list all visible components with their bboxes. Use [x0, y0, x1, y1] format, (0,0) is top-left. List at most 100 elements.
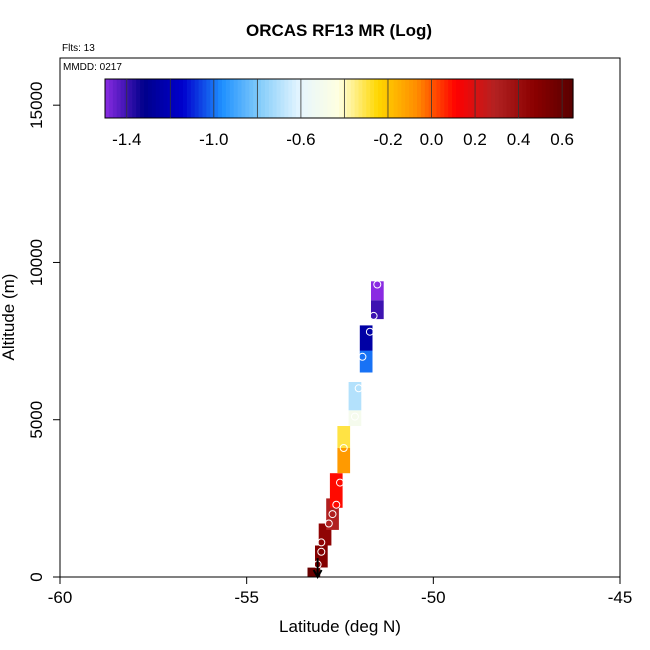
colorbar-swatch: [463, 79, 469, 118]
colorbar-swatch: [300, 79, 305, 118]
colorbar-swatch: [432, 79, 438, 118]
colorbar-swatch: [186, 79, 192, 118]
colorbar-swatch: [483, 79, 488, 118]
profile-segment: [371, 281, 384, 301]
colorbar-swatch: [175, 79, 180, 118]
colorbar-swatch: [257, 79, 262, 118]
x-tick-label: -50: [421, 588, 446, 607]
colorbar-swatch: [132, 79, 137, 118]
colorbar: [104, 78, 574, 119]
colorbar-swatch: [397, 79, 402, 118]
colorbar-swatch: [280, 79, 285, 118]
colorbar-swatch: [444, 79, 449, 118]
colorbar-swatch: [389, 79, 395, 118]
colorbar-swatch: [147, 79, 153, 118]
colorbar-swatch: [151, 79, 157, 118]
colorbar-swatch: [296, 79, 301, 118]
colorbar-swatch: [319, 79, 324, 118]
colorbar-swatch: [198, 79, 204, 118]
colorbar-swatch: [264, 79, 270, 118]
data-point: [373, 280, 382, 289]
colorbar-tick-label: -1.4: [112, 130, 141, 149]
colorbar-swatch: [128, 79, 133, 118]
colorbar-swatch: [342, 79, 348, 118]
colorbar-swatch: [167, 79, 172, 118]
colorbar-swatch: [557, 79, 562, 118]
colorbar-swatch: [401, 79, 406, 118]
colorbar-swatch: [183, 79, 188, 118]
colorbar-swatch: [487, 79, 492, 118]
colorbar-swatch: [116, 79, 122, 118]
colorbar-tick-label: 0.0: [420, 130, 444, 149]
colorbar-swatch: [436, 79, 441, 118]
colorbar-swatch: [159, 79, 165, 118]
colorbar-swatch: [467, 79, 473, 118]
colorbar-swatch: [420, 79, 426, 118]
colorbar-swatch: [459, 79, 465, 118]
data-point: [358, 352, 367, 361]
colorbar-swatch: [136, 79, 141, 118]
colorbar-swatch: [233, 79, 239, 118]
colorbar-swatch: [112, 79, 118, 118]
data-point: [317, 547, 326, 556]
profile-segment: [348, 382, 362, 411]
data-point: [350, 412, 359, 421]
colorbar-swatch: [288, 79, 293, 118]
colorbar-swatch: [378, 79, 383, 118]
x-axis-label: Latitude (deg N): [279, 617, 401, 636]
x-tick-label: -60: [48, 588, 73, 607]
colorbar-swatch: [417, 79, 422, 118]
colorbar-swatch: [495, 79, 500, 118]
colorbar-tick-label: -0.6: [286, 130, 315, 149]
colorbar-swatch: [561, 79, 566, 118]
colorbar-swatch: [229, 79, 235, 118]
colorbar-tick-label: 0.4: [507, 130, 531, 149]
colorbar-tick-label: 0.2: [463, 130, 487, 149]
colorbar-swatch: [362, 79, 367, 118]
colorbar-swatch: [206, 79, 211, 118]
colorbar-swatch: [350, 79, 356, 118]
colorbar-swatch: [276, 79, 282, 118]
colorbar-swatch: [409, 79, 414, 118]
colorbar-swatch: [210, 79, 215, 118]
colorbar-swatch: [179, 79, 184, 118]
colorbar-swatch: [272, 79, 278, 118]
profile-segment: [337, 448, 351, 474]
colorbar-swatch: [522, 79, 527, 118]
colorbar-swatch: [331, 79, 336, 118]
colorbar-swatch: [518, 79, 523, 118]
colorbar-swatch: [335, 79, 340, 118]
profile-segment: [359, 350, 373, 373]
colorbar-swatch: [393, 79, 399, 118]
colorbar-swatch: [218, 79, 223, 118]
profile-segment: [329, 473, 343, 508]
colorbar-swatch: [534, 79, 539, 118]
colorbar-ticks: -1.4 -1.0 -0.6 -0.2 0.0 0.2 0.4 0.6: [112, 130, 574, 149]
colorbar-swatch: [241, 79, 246, 118]
colorbar-swatch: [249, 79, 254, 118]
profile-segments: [307, 281, 384, 577]
colorbar-swatch: [358, 79, 363, 118]
y-tick-label: 10000: [27, 239, 46, 286]
date-label: MMDD: 0217: [63, 62, 122, 73]
colorbar-swatch: [413, 79, 418, 118]
colorbar-swatch: [537, 79, 543, 118]
colorbar-swatch: [424, 79, 430, 118]
colorbar-swatch: [155, 79, 161, 118]
colorbar-swatch: [479, 79, 484, 118]
chart-title: ORCAS RF13 MR (Log): [246, 21, 432, 40]
data-point: [317, 538, 326, 547]
colorbar-tick-label: -1.0: [199, 130, 228, 149]
colorbar-swatch: [315, 79, 321, 118]
colorbar-swatch: [510, 79, 516, 118]
colorbar-swatch: [448, 79, 453, 118]
y-axis-label: Altitude (m): [0, 274, 18, 361]
colorbar-swatch: [370, 79, 375, 118]
colorbar-swatch: [526, 79, 531, 118]
y-axis: 0 5000 10000 15000: [27, 82, 61, 582]
colorbar-swatch: [120, 79, 126, 118]
profile-segment: [359, 325, 373, 351]
colorbar-swatch: [354, 79, 360, 118]
colorbar-swatch: [323, 79, 328, 118]
colorbar-swatch: [456, 79, 461, 118]
